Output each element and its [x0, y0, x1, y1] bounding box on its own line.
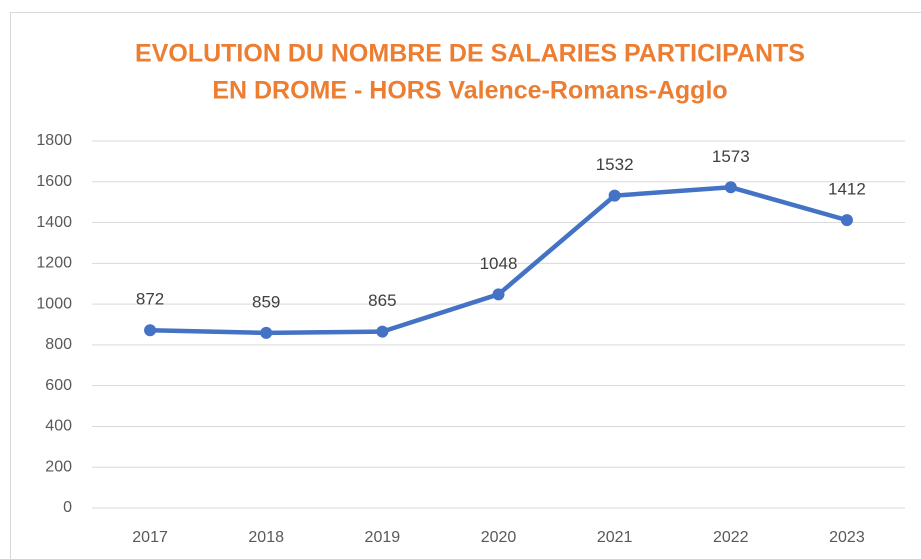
y-tick-label: 1200 [36, 255, 72, 272]
marker [724, 181, 737, 194]
y-tick-label: 1400 [36, 214, 72, 231]
y-tick-label: 1800 [36, 132, 72, 149]
data-label: 872 [136, 290, 164, 309]
y-tick-label: 1000 [36, 295, 72, 312]
y-tick-label: 800 [45, 336, 72, 353]
x-tick-label: 2022 [713, 529, 749, 546]
data-label: 1048 [480, 254, 518, 273]
data-label: 1412 [828, 180, 866, 199]
data-label: 1573 [712, 147, 750, 166]
y-tick-label: 600 [45, 377, 72, 394]
x-tick-label: 2023 [829, 529, 865, 546]
marker [260, 326, 273, 339]
marker [376, 325, 389, 338]
x-tick-label: 2018 [248, 529, 284, 546]
data-label: 1532 [596, 155, 634, 174]
marker [492, 288, 505, 301]
x-tick-label: 2017 [132, 529, 168, 546]
y-tick-label: 200 [45, 458, 72, 475]
x-tick-label: 2019 [365, 529, 401, 546]
x-tick-label: 2021 [597, 529, 633, 546]
y-tick-label: 0 [63, 499, 72, 516]
marker [840, 214, 853, 227]
data-label: 865 [368, 291, 396, 310]
chart-border [10, 12, 921, 559]
marker [608, 189, 621, 202]
marker [144, 324, 157, 337]
y-tick-label: 400 [45, 418, 72, 435]
x-tick-label: 2020 [481, 529, 517, 546]
data-label: 859 [252, 292, 280, 311]
chart-title: EN DROME - HORS Valence-Romans-Agglo [212, 77, 727, 105]
chart-title: EVOLUTION DU NOMBRE DE SALARIES PARTICIP… [135, 40, 805, 68]
y-tick-label: 1600 [36, 173, 72, 190]
